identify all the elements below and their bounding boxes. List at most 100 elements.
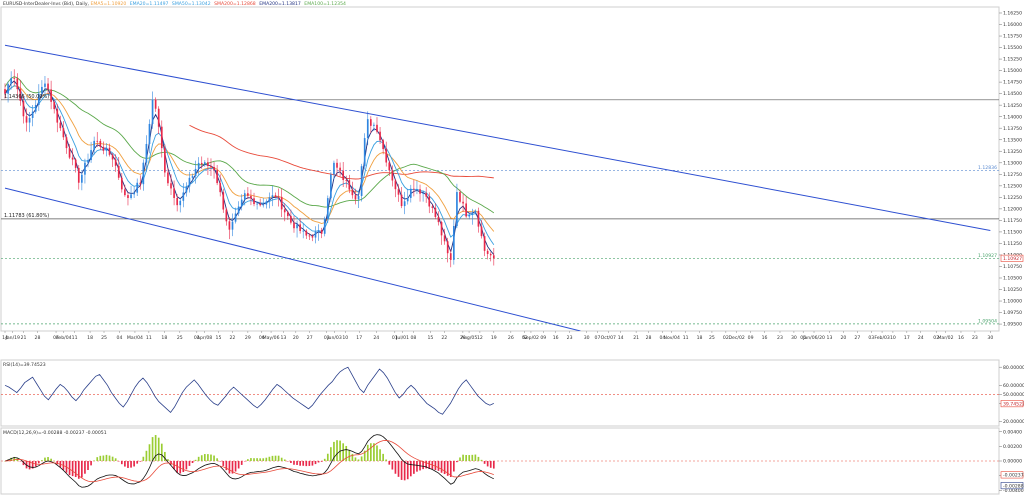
price-tick-label: 1.15750 xyxy=(1003,34,1022,40)
candle-body xyxy=(413,188,415,190)
price-tick-label: 1.16000 xyxy=(1003,22,1022,28)
candle-body xyxy=(446,241,449,254)
candle-body xyxy=(28,117,31,123)
date-tick-label: 14 xyxy=(2,335,8,341)
macd-histogram-bar xyxy=(305,461,308,467)
macd-histogram-bar xyxy=(164,451,166,461)
candle-body xyxy=(179,200,182,206)
candle-body xyxy=(50,89,52,102)
candle-body xyxy=(277,196,280,198)
candle-body xyxy=(145,143,148,163)
candle-body xyxy=(376,124,378,132)
candle-body xyxy=(74,159,77,168)
macd-histogram-bar xyxy=(44,457,46,461)
candle-body xyxy=(120,177,123,190)
candle-body xyxy=(111,154,114,160)
macd-histogram-bar xyxy=(197,456,200,461)
macd-tick-label: -0.00400 xyxy=(1003,488,1024,494)
candle-body xyxy=(409,188,412,198)
macd-histogram-bar xyxy=(308,461,311,466)
candle-body xyxy=(117,165,120,178)
candle-body xyxy=(259,203,262,206)
rsi-axis: 80.0000060.0000050.0000040.0000020.00000… xyxy=(999,365,1024,425)
macd-histogram-bar xyxy=(446,461,449,476)
candle-body xyxy=(47,83,49,90)
candle-body xyxy=(274,195,277,197)
candle-body xyxy=(136,182,139,193)
candle-body xyxy=(133,192,135,195)
candle-body xyxy=(176,197,179,206)
macd-histogram-bar xyxy=(483,461,486,464)
macd-histogram-bar xyxy=(41,460,43,461)
candle-body xyxy=(99,140,102,147)
date-tick-label: 10 xyxy=(342,335,348,341)
price-tick-label: 1.15000 xyxy=(1003,68,1022,74)
macd-histogram-bar xyxy=(240,461,243,465)
candle-body xyxy=(225,209,228,222)
date-tick-label: 01 xyxy=(392,335,398,341)
price-tick-label: 1.11750 xyxy=(1003,218,1022,224)
date-tick-label: 11 xyxy=(146,335,152,341)
macd-histogram-bar xyxy=(148,444,151,461)
macd-histogram-bar xyxy=(154,435,157,461)
sma200-line xyxy=(4,85,495,232)
candle-body xyxy=(228,221,231,230)
macd-histogram-bar xyxy=(200,455,203,461)
price-tick-label: 1.15250 xyxy=(1003,57,1022,63)
macd-histogram-bar xyxy=(114,458,117,461)
macd-histogram-bar xyxy=(145,450,148,461)
date-tick-label: Jul/01 xyxy=(395,335,409,341)
macd-histogram-bar xyxy=(37,461,40,464)
macd-histogram-bar xyxy=(290,461,292,463)
rsi-tick-label: 80.00000 xyxy=(1003,365,1024,371)
macd-histogram-bar xyxy=(160,443,163,461)
candle-body xyxy=(330,174,332,199)
macd-histogram-bar xyxy=(388,461,391,465)
price-tick-label: 1.13750 xyxy=(1003,126,1022,132)
price-tick-label: 1.10250 xyxy=(1003,287,1022,293)
date-tick-label: Feb/03 xyxy=(874,335,890,341)
candle-body xyxy=(164,148,166,173)
rsi-panel xyxy=(0,359,1000,427)
candle-body xyxy=(37,93,40,105)
candle-body xyxy=(90,150,92,161)
candle-body xyxy=(160,126,163,149)
candle-body xyxy=(379,131,381,141)
price-tick-label: 1.15500 xyxy=(1003,45,1022,51)
candle-body xyxy=(492,255,495,259)
macd-histogram-bar xyxy=(462,454,464,461)
rsi-line xyxy=(4,366,494,415)
candle-body xyxy=(336,162,338,168)
macd-histogram-bar xyxy=(127,461,129,468)
macd-histogram-bar xyxy=(105,454,108,461)
macd-histogram-bar xyxy=(311,461,314,466)
fib-61-8-label: 1.11783 (61.80%) xyxy=(4,213,49,219)
macd-histogram-bar xyxy=(293,461,295,465)
candle-body xyxy=(290,216,292,223)
date-tick-label: 14 xyxy=(618,335,624,341)
candle-body xyxy=(87,160,89,163)
candle-body xyxy=(219,183,222,193)
macd-histogram-bar xyxy=(170,461,172,465)
price-tick-label: 1.14250 xyxy=(1003,103,1022,109)
macd-histogram-bar xyxy=(133,461,135,467)
macd-histogram-bar xyxy=(68,461,71,476)
price-tick-label: 1.12500 xyxy=(1003,183,1022,189)
trend-lines xyxy=(4,44,991,331)
rsi-current-marker xyxy=(1000,400,1024,408)
macd-histogram-bar xyxy=(366,444,369,461)
candle-body xyxy=(286,212,289,217)
macd-histogram-bar xyxy=(314,461,317,465)
macd-histogram-bar xyxy=(351,453,354,461)
date-tick-label: Sep/02 xyxy=(523,335,539,341)
date-tick-label: 04 xyxy=(53,335,59,341)
date-tick-label: 12 xyxy=(477,335,483,341)
candle-body xyxy=(373,124,375,126)
macd-histogram-bar xyxy=(111,456,114,461)
macd-histogram-bar xyxy=(213,455,215,461)
candle-body xyxy=(247,193,249,196)
candle-body xyxy=(237,206,240,214)
macd-axis: 0.004000.002000.00000-0.00200-0.00400-0.… xyxy=(999,429,1024,494)
macd-histogram-bar xyxy=(182,461,185,472)
candle-body xyxy=(293,222,295,229)
